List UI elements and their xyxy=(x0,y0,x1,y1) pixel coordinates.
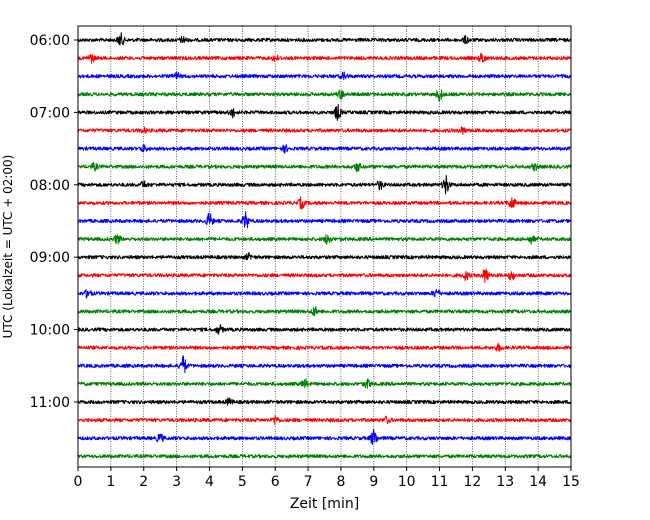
trace-0715 xyxy=(77,126,572,135)
trace-1030 xyxy=(77,355,572,374)
trace-0615 xyxy=(77,52,572,64)
trace-1045 xyxy=(77,378,572,389)
y-axis-label: UTC (Lokalzeit = UTC + 02:00) xyxy=(1,155,15,339)
x-tick-label: 0 xyxy=(74,474,83,490)
y-tick-label: 11:00 xyxy=(30,395,70,411)
x-tick-label: 11 xyxy=(431,474,449,490)
x-axis-label: Zeit [min] xyxy=(290,496,359,512)
trace-0600 xyxy=(77,32,572,46)
x-tick-label: 1 xyxy=(106,474,115,490)
y-tick-label: 08:00 xyxy=(30,178,70,194)
plot-frame xyxy=(77,25,572,468)
x-tick-label: 10 xyxy=(398,474,416,490)
trace-0815 xyxy=(77,196,572,210)
x-tick-label: 9 xyxy=(369,474,378,490)
trace-1145 xyxy=(77,454,572,459)
x-tick-label: 7 xyxy=(304,474,313,490)
y-tick-label: 10:00 xyxy=(30,323,70,339)
trace-0915 xyxy=(77,268,572,284)
x-tick-label: 14 xyxy=(529,474,547,490)
x-tick-label: 13 xyxy=(496,474,514,490)
trace-1130 xyxy=(77,429,572,445)
x-tick-label: 8 xyxy=(336,474,345,490)
x-tick-label: 5 xyxy=(238,474,247,490)
trace-0900 xyxy=(77,252,572,261)
x-axis: 0 1 2 3 4 5 6 7 8 9 10 11 12 13 14 15 xyxy=(74,467,580,490)
trace-0930 xyxy=(77,288,572,299)
y-axis: 06:00 07:00 08:00 09:00 10:00 11:00 xyxy=(30,33,78,411)
x-tick-label: 3 xyxy=(172,474,181,490)
trace-0845 xyxy=(77,234,572,245)
trace-1100 xyxy=(77,397,572,406)
trace-0730 xyxy=(77,143,572,154)
x-tick-label: 12 xyxy=(463,474,481,490)
trace-0745 xyxy=(77,162,572,172)
x-tick-label: 4 xyxy=(205,474,214,490)
trace-0645 xyxy=(77,89,572,102)
trace-0830 xyxy=(77,211,572,229)
x-tick-label: 6 xyxy=(271,474,280,490)
trace-1015 xyxy=(77,342,572,352)
trace-1000 xyxy=(77,324,572,335)
y-tick-label: 06:00 xyxy=(30,33,70,49)
y-tick-label: 09:00 xyxy=(30,250,70,266)
y-tick-label: 07:00 xyxy=(30,105,70,121)
x-tick-label: 15 xyxy=(562,474,580,490)
trace-0800 xyxy=(77,174,572,195)
trace-layer xyxy=(77,32,572,459)
trace-0945 xyxy=(77,305,572,317)
x-tick-label: 2 xyxy=(139,474,148,490)
trace-1115 xyxy=(77,414,572,426)
trace-0700 xyxy=(77,104,572,121)
trace-0630 xyxy=(77,71,572,81)
